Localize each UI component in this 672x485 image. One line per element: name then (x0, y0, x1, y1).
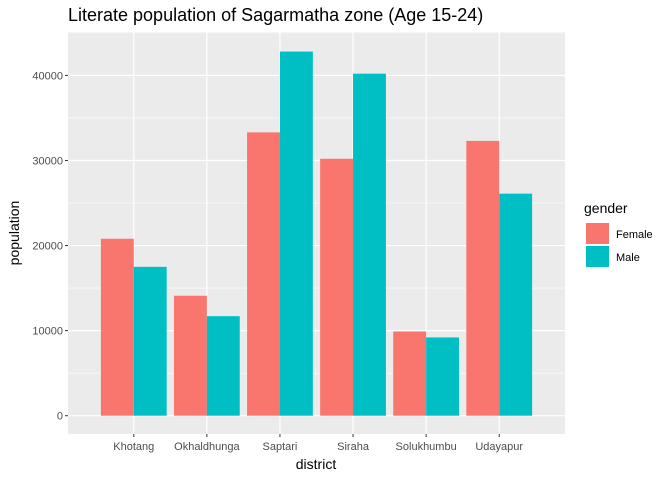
bar-female-khotang (100, 238, 134, 416)
bar-male-solukhumbu (426, 337, 460, 416)
y-tick-label: 30000 (32, 155, 63, 167)
x-axis-title: district (296, 456, 337, 472)
x-tick-label: Khotang (113, 441, 154, 453)
bar-female-okhaldhunga (173, 295, 207, 416)
bar-female-udayapur (466, 140, 500, 416)
y-tick-label: 40000 (32, 70, 63, 82)
bars (100, 51, 533, 416)
bar-female-siraha (320, 158, 354, 416)
legend-label-male: Male (616, 252, 640, 264)
bar-male-siraha (353, 73, 386, 416)
bar-male-udayapur (499, 193, 533, 416)
legend-swatch-female (586, 223, 609, 244)
chart-title: Literate population of Sagarmatha zone (… (68, 5, 483, 25)
y-axis: 0 10000 20000 30000 40000 (32, 70, 68, 423)
y-tick-label: 10000 (32, 326, 63, 338)
bar-female-saptari (247, 132, 280, 416)
x-tick-label: Solukhumbu (396, 441, 457, 453)
y-tick-label: 20000 (32, 241, 63, 253)
bar-male-khotang (133, 266, 167, 416)
bar-male-saptari (279, 51, 313, 416)
y-tick-label: 0 (57, 411, 63, 423)
y-axis-title: population (6, 201, 22, 266)
x-tick-label: Okhaldhunga (174, 441, 240, 453)
legend: gender Female Male (584, 200, 653, 267)
legend-label-female: Female (616, 229, 653, 241)
x-tick-label: Udayapur (475, 441, 523, 453)
x-tick-label: Siraha (337, 441, 370, 453)
bar-male-okhaldhunga (206, 316, 240, 416)
x-axis: Khotang Okhaldhunga Saptari Siraha Solukhumb… (113, 434, 523, 453)
bar-female-solukhumbu (393, 331, 427, 416)
legend-title: gender (584, 200, 628, 216)
legend-swatch-male (586, 246, 609, 267)
x-tick-label: Saptari (263, 441, 298, 453)
